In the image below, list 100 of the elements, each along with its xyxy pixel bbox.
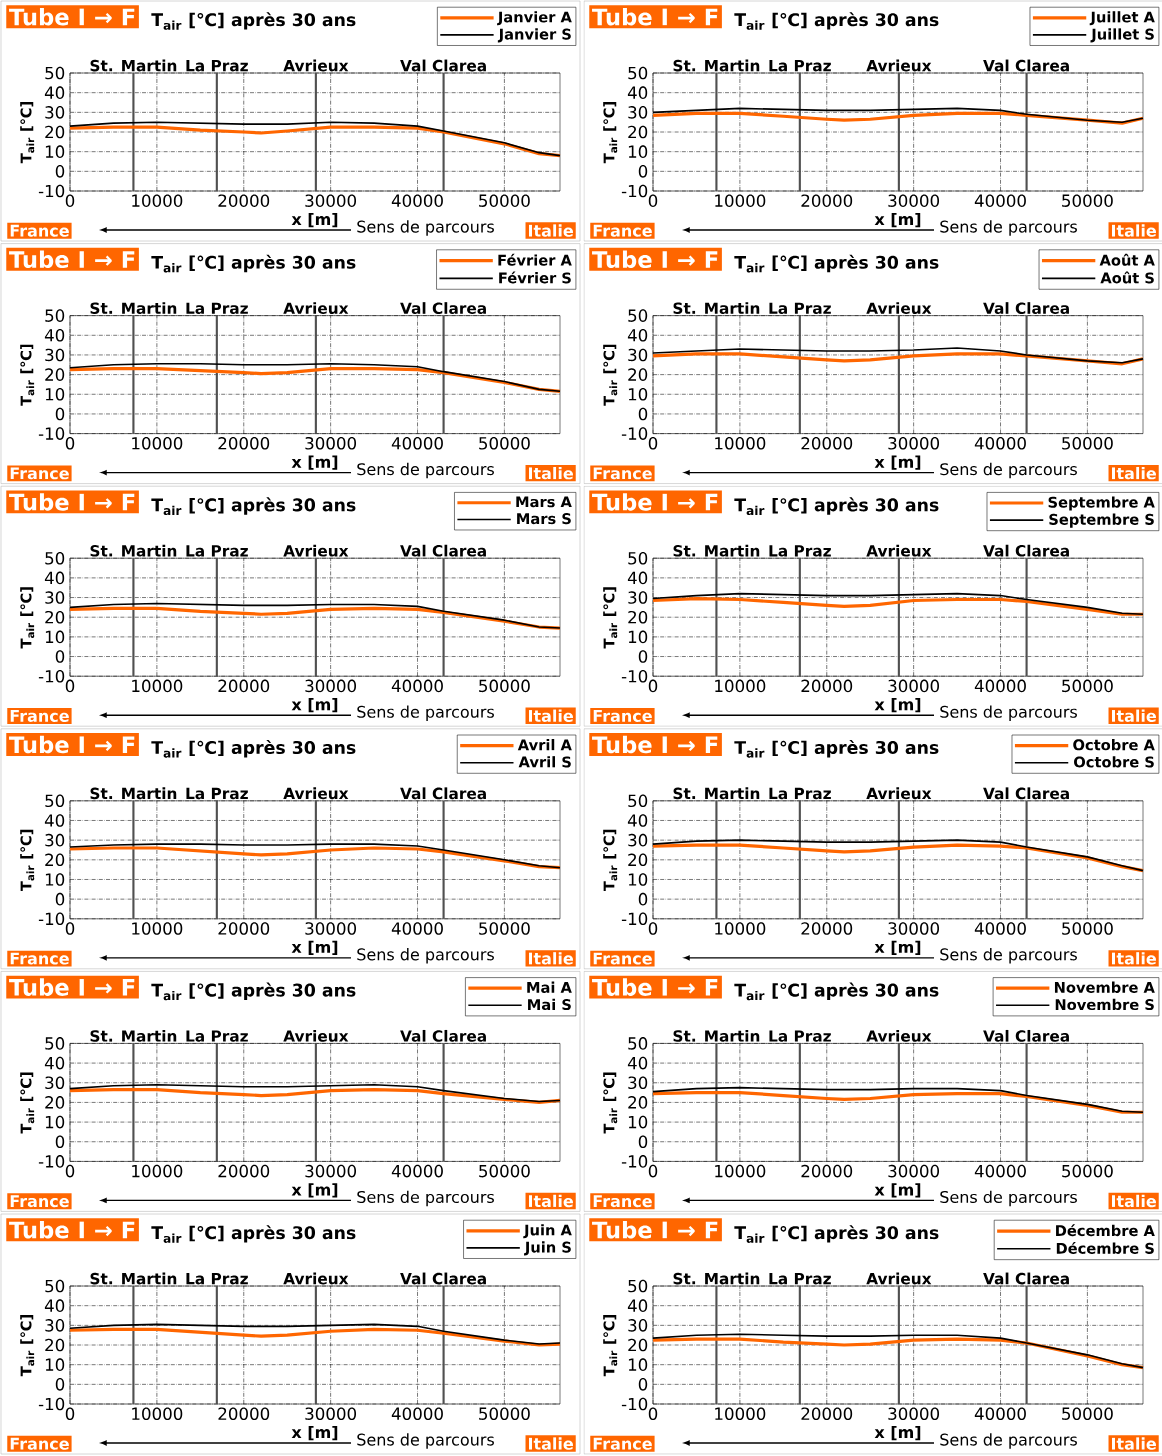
ref-line-label: Val Clarea	[983, 59, 1069, 72]
ref-line-label: La Praz	[186, 787, 248, 800]
text: France	[593, 710, 652, 722]
legend-label: Janvier S	[497, 28, 571, 43]
y-tick-label: -10	[38, 1397, 65, 1411]
text: Sens de parcours	[940, 705, 1077, 721]
x-tick-label: 0	[65, 1164, 75, 1178]
text: Sens de parcours	[357, 948, 494, 964]
chart-title: Tube I → F	[9, 1220, 135, 1239]
y-tick-label: -10	[621, 184, 648, 198]
y-tick-label: 30	[45, 1076, 65, 1090]
y-tick-label: -10	[38, 912, 65, 926]
y-tick-label: 40	[627, 1299, 648, 1312]
y-tick-label: 50	[628, 1037, 648, 1050]
y-tick-label: 20	[45, 853, 65, 867]
y-tick-label: 20	[45, 1338, 65, 1352]
x-tick-label: 30000	[305, 922, 357, 935]
text: Italie	[528, 466, 573, 480]
x-tick-label: 10000	[715, 436, 766, 450]
y-tick-label: 20	[628, 853, 648, 867]
ref-line-label: La Praz	[769, 1030, 831, 1042]
x-tick-label: 40000	[391, 194, 443, 207]
y-tick-label: 40	[627, 328, 648, 342]
x-tick-label: 20000	[218, 1164, 270, 1178]
x-tick-label: 50000	[479, 922, 530, 935]
ref-line-label: La Praz	[186, 1273, 248, 1285]
x-tick-label: 0	[65, 436, 75, 450]
legend-label: Février S	[499, 271, 571, 284]
y-axis-title: T$_{air}$ [℃]	[20, 1072, 35, 1134]
x-tick-label: 20000	[218, 436, 270, 450]
y-tick-label: 50	[628, 551, 648, 565]
text: France	[593, 467, 652, 480]
text: France	[10, 710, 69, 722]
y-axis-title: T$_{air}$ [℃]	[603, 829, 618, 891]
legend-label: Juin S	[524, 1241, 571, 1256]
y-tick-label: -10	[621, 912, 648, 926]
legend-label: Juillet S	[1090, 28, 1154, 43]
ref-line-label: St. Martin	[673, 1272, 760, 1285]
y-tick-label: 40	[627, 571, 648, 585]
text: Sens de parcours	[940, 1433, 1077, 1449]
y-tick-label: 10	[45, 1358, 65, 1371]
x-axis-title: x [m]	[291, 212, 338, 228]
y-axis-title: T$_{air}$ [℃]	[20, 344, 35, 406]
y-tick-label: 10	[628, 1358, 648, 1371]
y-tick-label: 0	[55, 892, 65, 906]
text: Italie	[528, 952, 573, 965]
text: Italie	[528, 709, 573, 722]
chart-subtitle: T$_{air}$ [℃] après 30 ans	[734, 12, 939, 30]
line-series	[68, 1088, 562, 1105]
x-tick-label: 0	[65, 1407, 75, 1420]
chart-title: Tube I → F	[9, 7, 135, 26]
x-tick-label: 10000	[715, 194, 766, 207]
y-tick-label: 20	[45, 610, 65, 624]
x-tick-label: 50000	[479, 1407, 530, 1420]
x-tick-label: 20000	[801, 436, 853, 450]
x-tick-label: 50000	[1062, 194, 1113, 207]
ref-line-label: St. Martin	[90, 59, 177, 72]
ref-line-label: Val Clarea	[400, 1272, 486, 1285]
y-tick-label: 40	[44, 86, 65, 99]
y-tick-label: 20	[628, 1096, 648, 1109]
legend-label: Juin A	[523, 1224, 572, 1239]
y-tick-label: 20	[628, 1338, 648, 1352]
chart-title: Tube I → F	[592, 1220, 718, 1239]
x-tick-label: 40000	[974, 194, 1026, 207]
ref-line-label: Avrieux	[866, 544, 932, 557]
text: France	[10, 952, 69, 965]
x-tick-label: 30000	[888, 194, 940, 207]
y-tick-label: 30	[628, 833, 648, 847]
ref-line-label: Avrieux	[283, 1029, 349, 1042]
y-tick-label: 20	[45, 1096, 65, 1109]
ref-line-label: La Praz	[769, 787, 831, 800]
y-axis-title: T$_{air}$ [℃]	[20, 102, 35, 164]
x-tick-label: 20000	[218, 922, 270, 935]
legend-label: Février A	[498, 253, 572, 266]
x-tick-label: 40000	[974, 1164, 1026, 1178]
legend-label: Août S	[1100, 271, 1154, 284]
y-tick-label: 40	[44, 571, 65, 585]
y-tick-label: 0	[55, 165, 65, 178]
legend-label: Avril A	[517, 739, 572, 751]
text: Sens de parcours	[357, 462, 494, 479]
ref-line-label: La Praz	[186, 545, 248, 557]
x-tick-label: 0	[648, 1164, 658, 1178]
chart-title: Tube I → F	[592, 250, 718, 269]
x-tick-label: 20000	[801, 1164, 853, 1178]
x-tick-label: 10000	[132, 922, 183, 935]
y-tick-label: 10	[628, 387, 648, 401]
y-tick-label: 20	[45, 125, 65, 139]
x-tick-label: 30000	[888, 436, 940, 450]
y-tick-label: 10	[45, 630, 65, 644]
text: Italie	[1111, 466, 1156, 480]
x-tick-label: 50000	[1062, 436, 1113, 450]
y-tick-label: 30	[628, 106, 648, 119]
ref-line-label: La Praz	[769, 545, 831, 557]
x-axis-title: x [m]	[874, 1183, 921, 1198]
x-tick-label: 50000	[1062, 679, 1113, 693]
y-tick-label: 20	[45, 368, 65, 381]
y-axis-title: T$_{air}$ [℃]	[20, 587, 35, 649]
x-tick-label: 40000	[391, 1164, 443, 1178]
x-axis-title: x [m]	[291, 1183, 338, 1198]
y-tick-label: 10	[45, 145, 65, 158]
